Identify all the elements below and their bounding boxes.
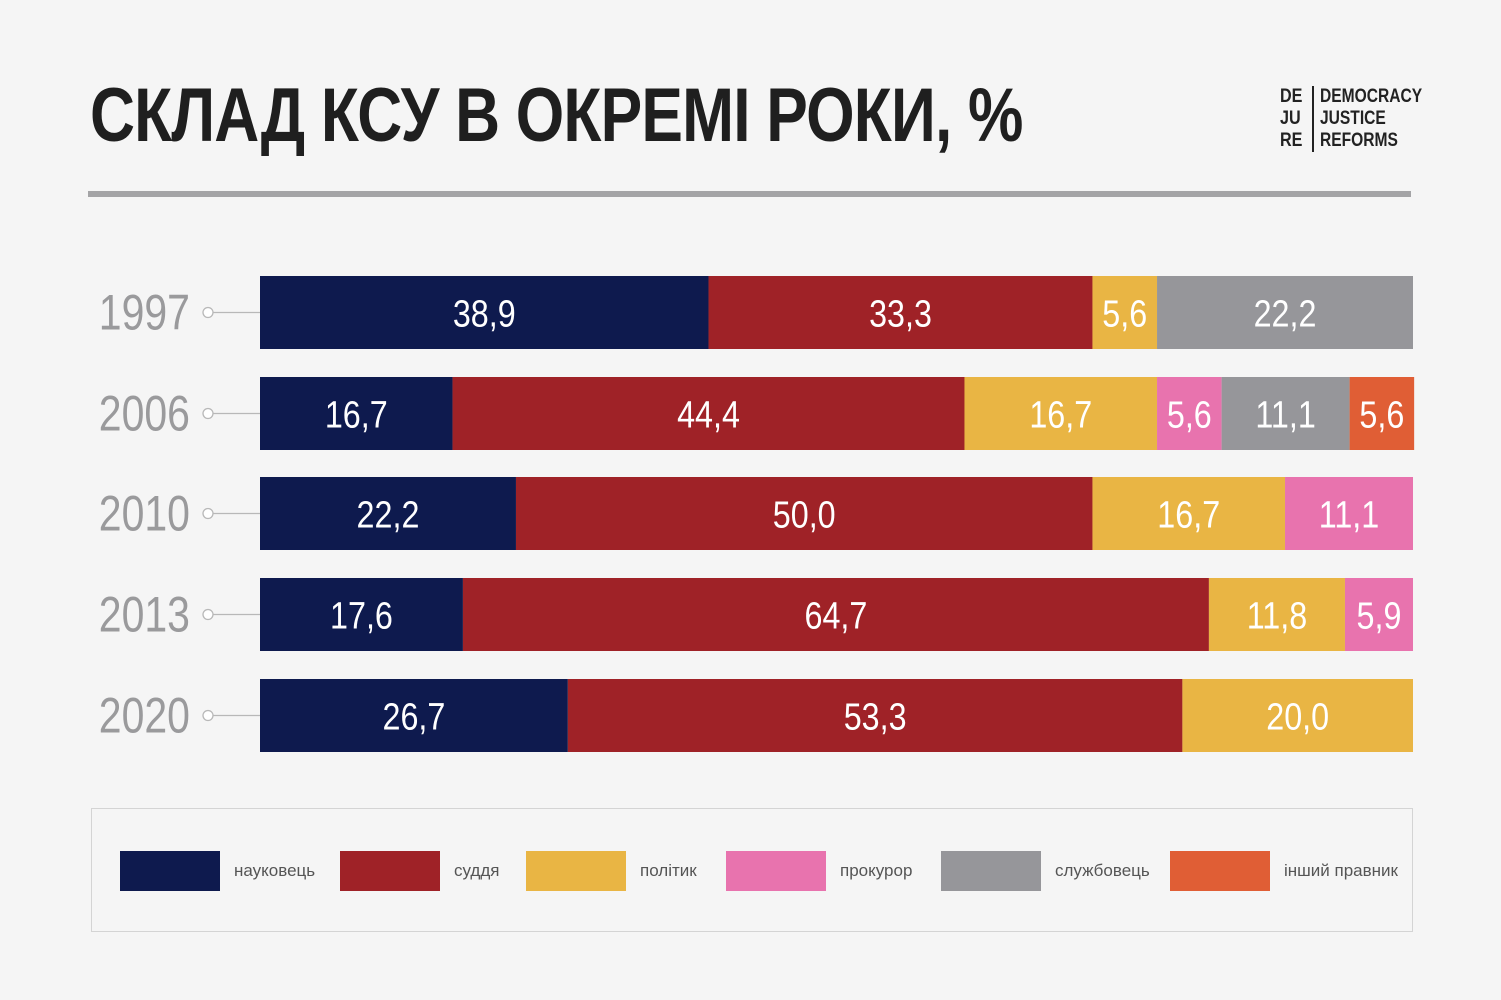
- bar-segment: [1092, 276, 1158, 349]
- category-label: 2010: [99, 486, 190, 542]
- bar-segment: [260, 679, 568, 752]
- data-label: 5,6: [1359, 394, 1404, 436]
- logo-right-line: REFORMS: [1320, 130, 1399, 151]
- bar-segment: [462, 578, 1209, 651]
- bar-segment: [260, 477, 516, 550]
- legend-swatch: [941, 851, 1041, 891]
- data-label: 53,3: [844, 696, 907, 738]
- legend-item: політик: [526, 851, 697, 891]
- legend-swatch: [340, 851, 440, 891]
- category-label: 2006: [99, 386, 190, 442]
- legend-label: прокурор: [840, 861, 913, 880]
- legend-label: політик: [640, 861, 697, 880]
- chart-title: СКЛАД КСУ В ОКРЕМІ РОКИ, %: [90, 73, 1023, 158]
- logo-right-line: DEMOCRACY: [1320, 86, 1423, 107]
- logo-left-line: DE: [1280, 86, 1303, 107]
- category-label: 2020: [99, 688, 190, 744]
- data-label: 16,7: [325, 394, 388, 436]
- bar-segment: [708, 276, 1093, 349]
- data-label: 38,9: [453, 293, 516, 335]
- legend-item: прокурор: [726, 851, 912, 891]
- connector-dot: [202, 306, 214, 319]
- logo-right-line: JUSTICE: [1320, 108, 1387, 129]
- data-label: 50,0: [773, 494, 836, 536]
- data-label: 64,7: [805, 595, 868, 637]
- data-label: 11,1: [1255, 394, 1315, 436]
- data-label: 16,7: [1157, 494, 1220, 536]
- legend: науковець суддя політик прокурор службовець і…: [91, 808, 1413, 932]
- data-label: 22,2: [1254, 293, 1317, 335]
- legend-swatch: [726, 851, 826, 891]
- stacked-bar-chart: 1997 38,9 33,3 5,6 22,2 2006 16,7 44,4 16,7 5,6 11…: [99, 276, 1415, 752]
- bar-segment: [1349, 377, 1415, 450]
- connector-dot: [202, 507, 214, 520]
- data-label: 5,9: [1357, 595, 1402, 637]
- data-label: 5,6: [1167, 394, 1212, 436]
- bar-segment: [1285, 477, 1413, 550]
- bar-segment: [1344, 578, 1413, 651]
- title-divider: [88, 191, 1411, 197]
- connector-dot: [202, 709, 214, 722]
- bar-segment: [1221, 377, 1350, 450]
- bar-segment: [1208, 578, 1345, 651]
- legend-label: інший правник: [1284, 861, 1398, 880]
- legend-label: службовець: [1055, 861, 1150, 880]
- legend-swatch: [120, 851, 220, 891]
- dejure-logo: DE JU RE DEMOCRACY JUSTICE REFORMS: [1280, 86, 1445, 152]
- data-label: 11,1: [1319, 494, 1379, 536]
- data-label: 33,3: [869, 293, 932, 335]
- bar-segment: [452, 377, 965, 450]
- bar-segment: [964, 377, 1158, 450]
- connector-dot: [202, 608, 214, 621]
- data-label: 5,6: [1102, 293, 1147, 335]
- bar-segment: [260, 377, 453, 450]
- logo-left-line: RE: [1280, 130, 1303, 151]
- legend-item: інший правник: [1170, 851, 1398, 891]
- legend-swatch: [1170, 851, 1270, 891]
- category-label: 1997: [99, 285, 190, 341]
- bar-segment: [1157, 377, 1222, 450]
- data-label: 16,7: [1029, 394, 1092, 436]
- category-label: 2013: [99, 587, 190, 643]
- logo-left-line: JU: [1280, 108, 1301, 129]
- data-label: 22,2: [357, 494, 420, 536]
- legend-item: суддя: [340, 851, 499, 891]
- bar-segment: [1092, 477, 1286, 550]
- logo-divider: [1312, 86, 1315, 152]
- legend-item: науковець: [120, 851, 315, 891]
- legend-label: суддя: [454, 861, 500, 880]
- data-label: 11,8: [1247, 595, 1307, 637]
- legend-swatch: [526, 851, 626, 891]
- data-label: 17,6: [330, 595, 393, 637]
- bar-segment: [260, 578, 463, 651]
- bar-segment: [515, 477, 1093, 550]
- legend-label: науковець: [234, 861, 316, 880]
- bar-segment: [1157, 276, 1413, 349]
- data-label: 44,4: [677, 394, 740, 436]
- legend-item: службовець: [941, 851, 1150, 891]
- connector-dot: [202, 407, 214, 420]
- bar-segment: [567, 679, 1183, 752]
- data-label: 20,0: [1266, 696, 1329, 738]
- bar-segment: [1182, 679, 1413, 752]
- bar-segment: [260, 276, 709, 349]
- data-label: 26,7: [383, 696, 446, 738]
